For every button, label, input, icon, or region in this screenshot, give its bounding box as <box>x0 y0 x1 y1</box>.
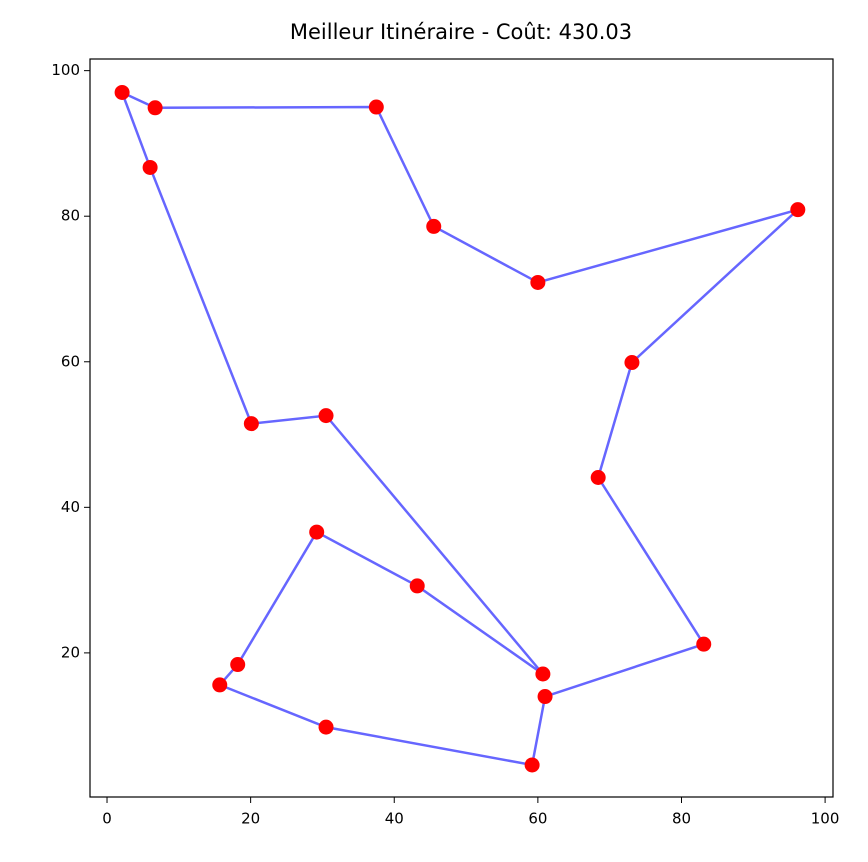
y-tick-label: 40 <box>61 498 80 516</box>
city-point <box>368 99 384 115</box>
city-point <box>114 84 130 100</box>
chart-title: Meilleur Itinéraire - Coût: 430.03 <box>290 20 632 44</box>
x-tick-label: 80 <box>672 810 691 828</box>
city-point <box>409 578 425 594</box>
city-point <box>212 677 228 693</box>
x-tick-label: 40 <box>385 810 404 828</box>
city-point <box>243 416 259 432</box>
city-point <box>590 469 606 485</box>
city-point <box>230 657 246 673</box>
city-point <box>524 757 540 773</box>
city-point <box>309 524 325 540</box>
city-point <box>624 354 640 370</box>
city-point <box>318 719 334 735</box>
y-tick-label: 20 <box>61 643 80 661</box>
city-point <box>696 636 712 652</box>
city-point <box>318 408 334 424</box>
x-tick-label: 60 <box>528 810 547 828</box>
x-tick-label: 20 <box>241 810 260 828</box>
city-point <box>142 159 158 175</box>
y-tick-label: 100 <box>51 61 80 79</box>
city-point <box>537 689 553 705</box>
city-point <box>790 202 806 218</box>
city-point <box>535 666 551 682</box>
city-point <box>426 218 442 234</box>
city-point <box>530 274 546 290</box>
x-tick-label: 0 <box>102 810 112 828</box>
city-point <box>147 100 163 116</box>
x-tick-label: 100 <box>811 810 840 828</box>
y-tick-label: 60 <box>61 352 80 370</box>
y-tick-label: 80 <box>61 207 80 225</box>
plot-frame <box>89 58 834 798</box>
